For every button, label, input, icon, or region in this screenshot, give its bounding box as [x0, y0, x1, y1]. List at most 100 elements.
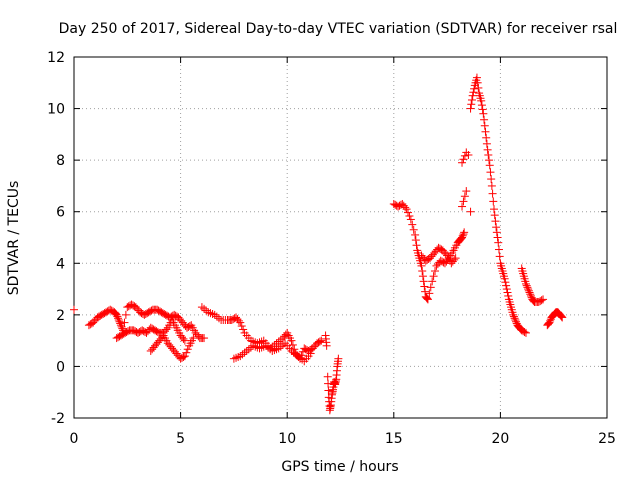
data-point	[237, 322, 246, 331]
data-point	[293, 352, 302, 361]
data-point	[468, 91, 477, 100]
data-point	[524, 285, 533, 294]
data-point	[429, 272, 438, 281]
data-point	[111, 309, 120, 318]
data-point	[489, 197, 498, 206]
data-point	[236, 352, 245, 361]
data-point	[206, 309, 215, 318]
data-point	[113, 312, 122, 321]
data-point	[288, 340, 297, 349]
data-point	[408, 220, 417, 229]
data-point	[481, 127, 490, 136]
data-point	[460, 192, 469, 201]
data-point	[466, 207, 475, 216]
grid-lines	[74, 57, 607, 418]
data-point	[418, 272, 427, 281]
data-point	[492, 223, 501, 232]
data-point	[426, 283, 435, 292]
data-point	[477, 101, 486, 110]
y-tick-label: -2	[51, 411, 65, 427]
data-point	[504, 291, 513, 300]
data-point	[276, 342, 285, 351]
data-point	[200, 304, 209, 313]
data-point	[239, 325, 248, 334]
y-tick-label: 8	[56, 153, 65, 169]
data-point	[259, 342, 268, 351]
data-point	[451, 254, 460, 263]
x-tick-label: 10	[278, 431, 296, 447]
data-point	[116, 319, 125, 328]
data-point	[182, 348, 191, 357]
data-point	[210, 310, 219, 319]
data-point	[183, 345, 192, 354]
data-point	[315, 337, 324, 346]
data-point	[114, 316, 123, 325]
data-point	[490, 205, 499, 214]
data-point	[556, 311, 565, 320]
data-point	[276, 335, 285, 344]
data-point	[238, 350, 247, 359]
y-tick-label: 12	[47, 50, 65, 66]
y-axis-ticks: -2 0 2 4 6 8 10 12	[47, 50, 607, 427]
data-point	[412, 241, 421, 250]
data-point	[120, 318, 129, 327]
data-point	[494, 245, 503, 254]
data-point	[421, 287, 430, 296]
data-point	[234, 316, 243, 325]
data-point	[232, 353, 241, 362]
data-point	[459, 197, 468, 206]
data-point	[472, 73, 481, 82]
data-point	[490, 211, 499, 220]
data-point	[236, 318, 245, 327]
data-point	[246, 336, 255, 345]
data-point	[272, 345, 281, 354]
data-point	[526, 291, 535, 300]
data-point	[460, 151, 469, 160]
data-point	[197, 303, 206, 312]
data-point	[545, 318, 554, 327]
data-point	[202, 306, 211, 315]
data-point	[405, 212, 414, 221]
chart-title: Day 250 of 2017, Sidereal Day-to-day VTE…	[59, 21, 618, 37]
data-point	[411, 230, 420, 239]
data-point	[495, 252, 504, 261]
data-point	[539, 295, 548, 304]
x-tick-label: 15	[385, 431, 403, 447]
data-point	[212, 312, 221, 321]
data-point	[441, 249, 450, 258]
data-point	[317, 336, 326, 345]
data-point	[180, 352, 189, 361]
data-point	[295, 353, 304, 362]
data-point	[261, 341, 270, 350]
data-point	[484, 150, 493, 159]
data-point	[117, 322, 126, 331]
data-point	[482, 133, 491, 142]
data-point	[460, 228, 469, 237]
data-point	[466, 104, 475, 113]
data-point	[234, 352, 243, 361]
data-point	[478, 105, 487, 114]
x-tick-label: 25	[598, 431, 616, 447]
data-point	[458, 158, 467, 167]
x-axis-label: GPS time / hours	[281, 459, 398, 475]
data-point	[488, 189, 497, 198]
data-point	[322, 341, 331, 350]
data-point	[510, 314, 519, 323]
data-point	[521, 328, 530, 337]
data-point	[278, 340, 287, 349]
data-point	[115, 317, 124, 326]
data-point	[521, 279, 530, 288]
data-point	[480, 115, 489, 124]
data-point	[491, 217, 500, 226]
data-point	[503, 288, 512, 297]
data-point	[404, 208, 413, 217]
data-point	[264, 343, 273, 352]
data-point	[462, 187, 471, 196]
data-point	[524, 286, 533, 295]
data-point	[112, 310, 121, 319]
data-point	[482, 139, 491, 148]
data-point	[502, 285, 511, 294]
data-point	[501, 278, 510, 287]
